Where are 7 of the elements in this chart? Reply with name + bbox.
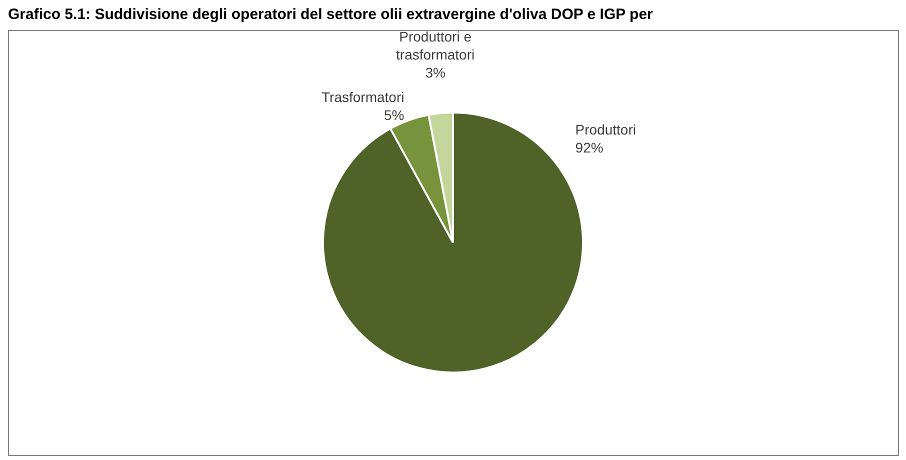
- data-label: 3%: [425, 64, 446, 80]
- slice-label: Produttori: [575, 121, 636, 138]
- slice-label: Trasformatori: [322, 89, 404, 106]
- chart-title: Grafico 5.1: Suddivisione degli operatori del settore olii extravergine d'oliva DOP e IGP per: [8, 6, 654, 23]
- data-label: 5%: [384, 107, 404, 124]
- slice-label: Produttori e trasformatori: [396, 28, 475, 62]
- data-label: 92%: [575, 139, 604, 156]
